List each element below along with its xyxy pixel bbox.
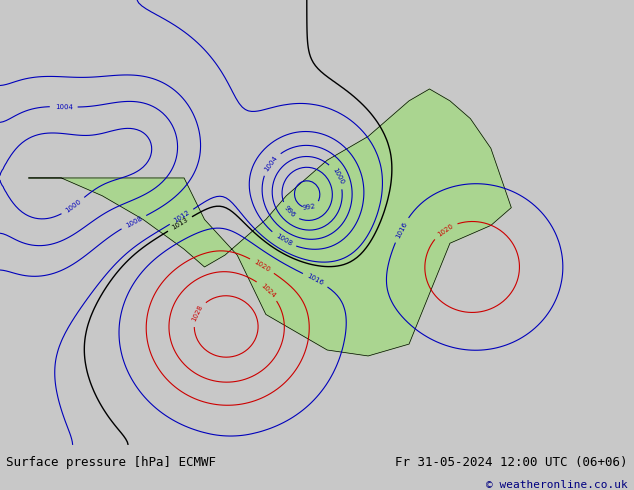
Text: 1028: 1028 xyxy=(191,304,204,323)
Text: 1008: 1008 xyxy=(275,233,293,247)
Text: 1016: 1016 xyxy=(306,273,325,287)
Text: 1004: 1004 xyxy=(263,154,278,172)
Text: 1013: 1013 xyxy=(171,217,189,231)
Text: 992: 992 xyxy=(302,204,316,212)
Text: 1016: 1016 xyxy=(394,220,408,239)
Polygon shape xyxy=(29,89,511,356)
Text: 1020: 1020 xyxy=(436,222,454,238)
Text: 1020: 1020 xyxy=(253,259,271,273)
Text: 1024: 1024 xyxy=(259,282,276,299)
Text: 996: 996 xyxy=(283,205,297,219)
Text: 1004: 1004 xyxy=(55,103,73,110)
Text: 1000: 1000 xyxy=(331,167,344,185)
Text: 1008: 1008 xyxy=(124,215,143,229)
Text: Fr 31-05-2024 12:00 UTC (06+06): Fr 31-05-2024 12:00 UTC (06+06) xyxy=(395,456,628,468)
Text: 1000: 1000 xyxy=(64,198,82,214)
Text: 1012: 1012 xyxy=(172,210,191,224)
Text: © weatheronline.co.uk: © weatheronline.co.uk xyxy=(486,480,628,490)
Text: Surface pressure [hPa] ECMWF: Surface pressure [hPa] ECMWF xyxy=(6,456,216,468)
